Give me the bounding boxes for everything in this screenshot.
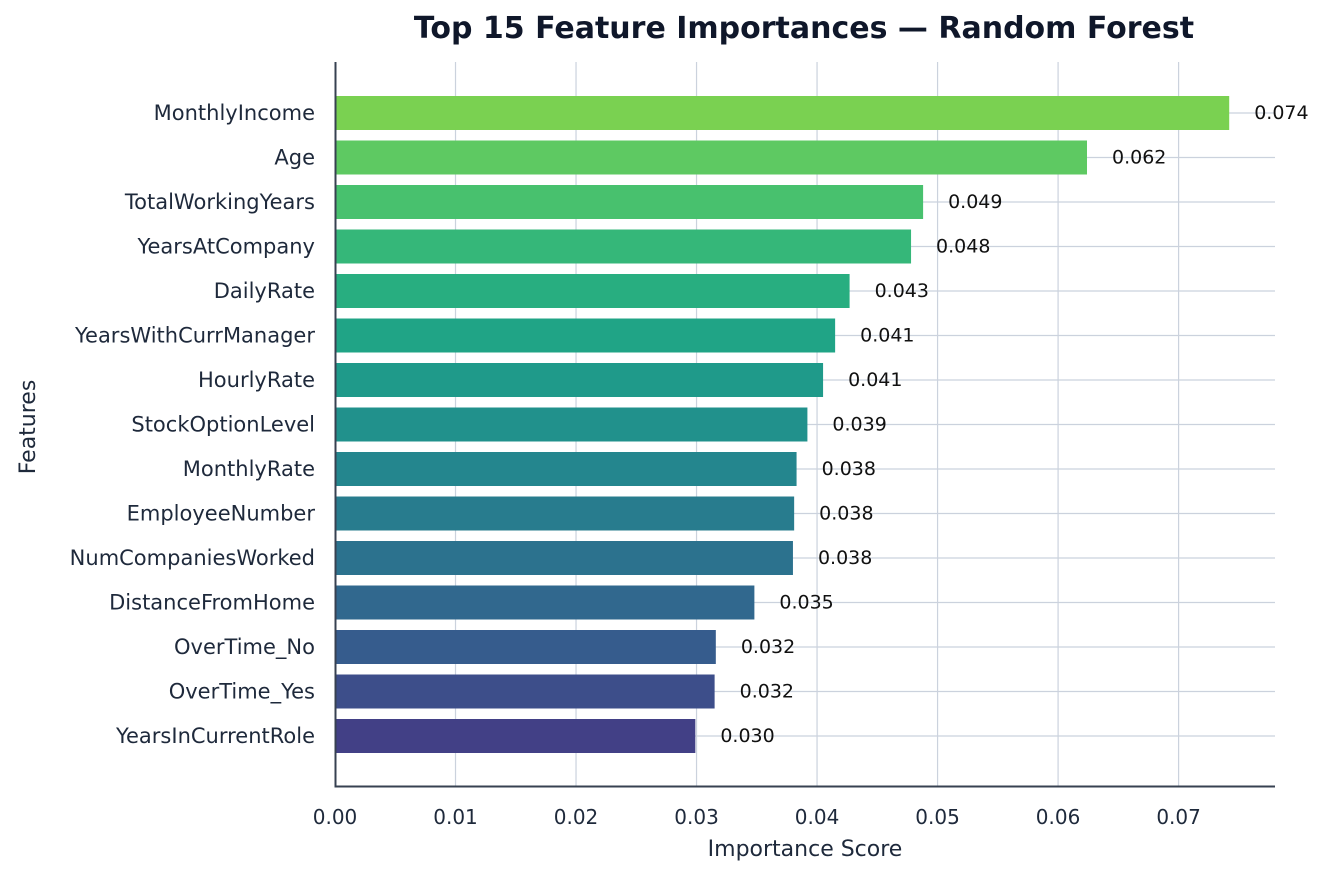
value-label: 0.035 (779, 592, 833, 614)
value-label: 0.043 (875, 280, 929, 302)
bar (336, 363, 824, 397)
bar-layer (336, 96, 1230, 753)
x-tick-layer: 0.00 0.01 0.02 0.03 0.04 0.05 0.06 0.07 (313, 805, 1201, 829)
category-label: TotalWorkingYears (124, 190, 315, 214)
bar (336, 541, 793, 575)
chart-title: Top 15 Feature Importances — Random Fore… (414, 11, 1194, 46)
category-label: HourlyRate (198, 368, 315, 392)
category-label: DistanceFromHome (109, 591, 315, 615)
value-label: 0.049 (948, 191, 1002, 213)
bar (336, 229, 912, 264)
value-label: 0.048 (936, 236, 990, 258)
bar (336, 318, 836, 353)
x-axis-label: Importance Score (708, 837, 903, 862)
category-label: OverTime_Yes (169, 680, 315, 705)
value-label: 0.074 (1254, 102, 1308, 124)
bar (336, 630, 716, 664)
category-label: StockOptionLevel (131, 413, 315, 437)
x-tick-label: 0.05 (915, 805, 960, 829)
value-label: 0.039 (832, 414, 886, 436)
y-axis-label: Features (16, 380, 41, 475)
bar (336, 96, 1230, 130)
x-tick-label: 0.06 (1036, 805, 1081, 829)
category-label: MonthlyIncome (154, 101, 315, 125)
value-label: 0.030 (720, 725, 774, 747)
x-tick-label: 0.04 (795, 805, 840, 829)
category-label: MonthlyRate (183, 457, 315, 481)
value-label: 0.038 (822, 458, 876, 480)
label-layer: MonthlyIncome 0.074 Age 0.062 TotalWorkingYe… (70, 101, 1309, 748)
value-label: 0.038 (819, 503, 873, 525)
category-label: DailyRate (214, 279, 315, 303)
bar (336, 452, 797, 486)
bar (336, 496, 795, 531)
x-tick-label: 0.02 (554, 805, 599, 829)
category-label: YearsAtCompany (136, 235, 315, 259)
value-label: 0.062 (1112, 147, 1166, 169)
bar (336, 407, 808, 442)
bar (336, 585, 755, 620)
bar (336, 185, 924, 219)
category-label: NumCompaniesWorked (70, 546, 315, 570)
bar (336, 719, 696, 753)
value-label: 0.032 (741, 636, 795, 658)
category-label: YearsInCurrentRole (115, 724, 315, 748)
bar (336, 274, 850, 308)
value-label: 0.032 (740, 681, 794, 703)
category-label: Age (274, 146, 315, 170)
value-label: 0.041 (860, 325, 914, 347)
x-tick-label: 0.07 (1156, 805, 1201, 829)
x-tick-label: 0.00 (313, 805, 358, 829)
value-label: 0.041 (848, 369, 902, 391)
category-label: OverTime_No (174, 635, 315, 660)
value-label: 0.038 (818, 547, 872, 569)
bar (336, 674, 715, 709)
category-label: EmployeeNumber (127, 502, 316, 526)
x-tick-label: 0.01 (433, 805, 478, 829)
bar (336, 140, 1087, 175)
x-tick-label: 0.03 (674, 805, 719, 829)
category-label: YearsWithCurrManager (74, 324, 315, 348)
